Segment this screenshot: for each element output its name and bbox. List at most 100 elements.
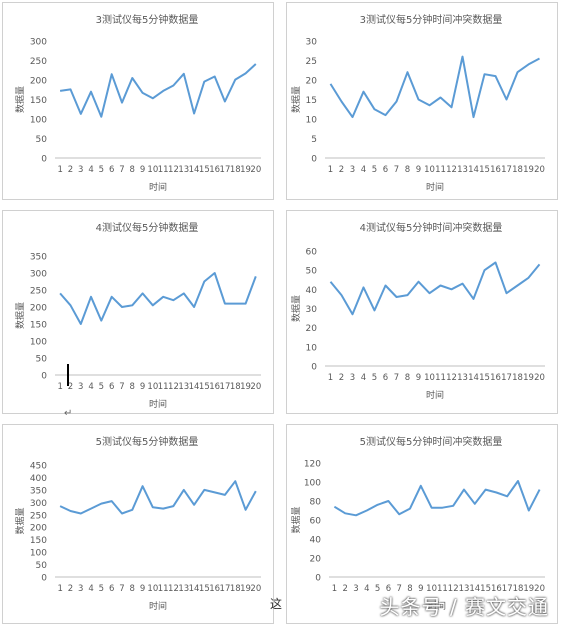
x-tick-label: 4	[364, 584, 369, 594]
y-tick-label: 300	[30, 270, 47, 280]
y-tick-label: 250	[30, 511, 47, 521]
y-tick-label: 0	[311, 363, 317, 373]
x-tick-label: 3	[78, 382, 83, 392]
y-tick-label: 60	[310, 517, 322, 527]
x-tick-label: 19	[240, 584, 251, 594]
x-tick-label: 7	[119, 382, 124, 392]
x-tick-label: 9	[416, 373, 421, 383]
text-fragment: 这	[270, 597, 283, 611]
x-tick-label: 19	[523, 373, 534, 383]
x-tick-label: 3	[350, 165, 355, 175]
x-tick-label: 18	[230, 584, 241, 594]
chart-panel: 3测试仪每5分钟数据量 0 50 100 150 200 250 300 1 2 3 4 5 6 7 8 9 10…	[2, 2, 274, 200]
x-tick-label: 12	[168, 382, 179, 392]
x-axis-label: 时间	[149, 398, 167, 410]
x-tick-label: 8	[130, 584, 135, 594]
x-tick-label: 11	[435, 373, 446, 383]
x-tick-label: 11	[158, 165, 169, 175]
y-tick-label: 20	[310, 555, 322, 565]
y-tick-label: 350	[30, 486, 47, 496]
x-tick-label: 7	[394, 165, 399, 175]
y-tick-label: 300	[30, 499, 47, 509]
x-tick-label: 16	[490, 373, 501, 383]
y-tick-label: 150	[30, 96, 47, 106]
x-tick-label: 10	[424, 165, 435, 175]
y-tick-label: 5	[311, 135, 317, 145]
x-tick-label: 1	[332, 584, 337, 594]
x-tick-label: 8	[405, 165, 410, 175]
y-axis-label: 数据量	[14, 302, 26, 329]
y-tick-label: 50	[36, 561, 48, 571]
x-tick-label: 2	[68, 165, 73, 175]
x-tick-label: 5	[375, 584, 380, 594]
x-tick-label: 1	[328, 165, 333, 175]
chart-title: 5测试仪每5分钟数据量	[96, 435, 199, 448]
x-tick-label: 4	[361, 373, 366, 383]
x-tick-label: 14	[189, 382, 200, 392]
x-tick-label: 16	[491, 584, 502, 594]
x-tick-label: 15	[199, 165, 210, 175]
x-tick-label: 9	[140, 382, 145, 392]
x-tick-label: 2	[339, 165, 344, 175]
x-axis-label: 时间	[428, 600, 446, 612]
y-tick-label: 50	[306, 267, 318, 277]
x-tick-label: 15	[479, 165, 490, 175]
x-tick-label: 10	[147, 382, 158, 392]
text-cursor	[67, 364, 69, 386]
y-tick-label: 50	[36, 135, 48, 145]
x-tick-label: 17	[501, 373, 512, 383]
chart-panel: 5测试仪每5分钟时间冲突数据量 0 20 40 60 80 100 120 1 2 3 4 5 6 7 8 9 1…	[286, 424, 558, 624]
x-tick-label: 8	[407, 584, 412, 594]
x-tick-label: 13	[178, 382, 189, 392]
x-tick-label: 19	[523, 584, 534, 594]
x-tick-label: 6	[386, 584, 391, 594]
y-tick-label: 40	[310, 536, 322, 546]
x-tick-label: 14	[468, 373, 479, 383]
x-tick-label: 18	[512, 165, 523, 175]
x-tick-label: 11	[437, 584, 448, 594]
y-tick-label: 15	[306, 96, 317, 106]
y-tick-label: 100	[30, 338, 47, 348]
x-tick-label: 16	[209, 165, 220, 175]
x-tick-label: 3	[350, 373, 355, 383]
y-tick-label: 100	[30, 549, 47, 559]
x-tick-label: 20	[534, 165, 545, 175]
y-tick-label: 100	[304, 479, 321, 489]
y-axis-label: 数据量	[14, 507, 26, 534]
series-line	[59, 272, 257, 325]
x-tick-label: 17	[220, 382, 231, 392]
chart-title: 5测试仪每5分钟时间冲突数据量	[360, 435, 503, 448]
x-tick-label: 16	[209, 382, 220, 392]
y-tick-label: 250	[30, 57, 47, 67]
x-tick-label: 13	[457, 373, 468, 383]
y-tick-label: 150	[30, 321, 47, 331]
y-tick-label: 400	[30, 474, 47, 484]
y-axis-label: 数据量	[14, 86, 26, 113]
x-tick-label: 12	[168, 165, 179, 175]
y-tick-label: 10	[306, 116, 318, 126]
y-tick-label: 0	[315, 574, 321, 584]
x-tick-label: 5	[372, 373, 377, 383]
x-tick-label: 11	[158, 584, 169, 594]
x-tick-label: 8	[130, 165, 135, 175]
x-tick-label: 6	[109, 382, 114, 392]
y-tick-label: 80	[310, 498, 322, 508]
x-tick-label: 20	[250, 165, 261, 175]
x-tick-label: 6	[109, 584, 114, 594]
y-tick-label: 200	[30, 77, 47, 87]
x-tick-label: 12	[446, 165, 457, 175]
chart-panel: 4测试仪每5分钟时间冲突数据量 0 10 20 30 40 50 60 1 2 3 4 5 6 7 8 9 10 1…	[286, 210, 558, 414]
x-tick-label: 4	[88, 165, 93, 175]
x-tick-label: 1	[328, 373, 333, 383]
y-tick-label: 10	[306, 343, 318, 353]
series-line	[333, 480, 541, 517]
y-tick-label: 0	[41, 574, 47, 584]
x-tick-label: 16	[209, 584, 220, 594]
x-tick-label: 5	[99, 382, 104, 392]
x-tick-label: 14	[189, 165, 200, 175]
x-tick-label: 8	[130, 382, 135, 392]
